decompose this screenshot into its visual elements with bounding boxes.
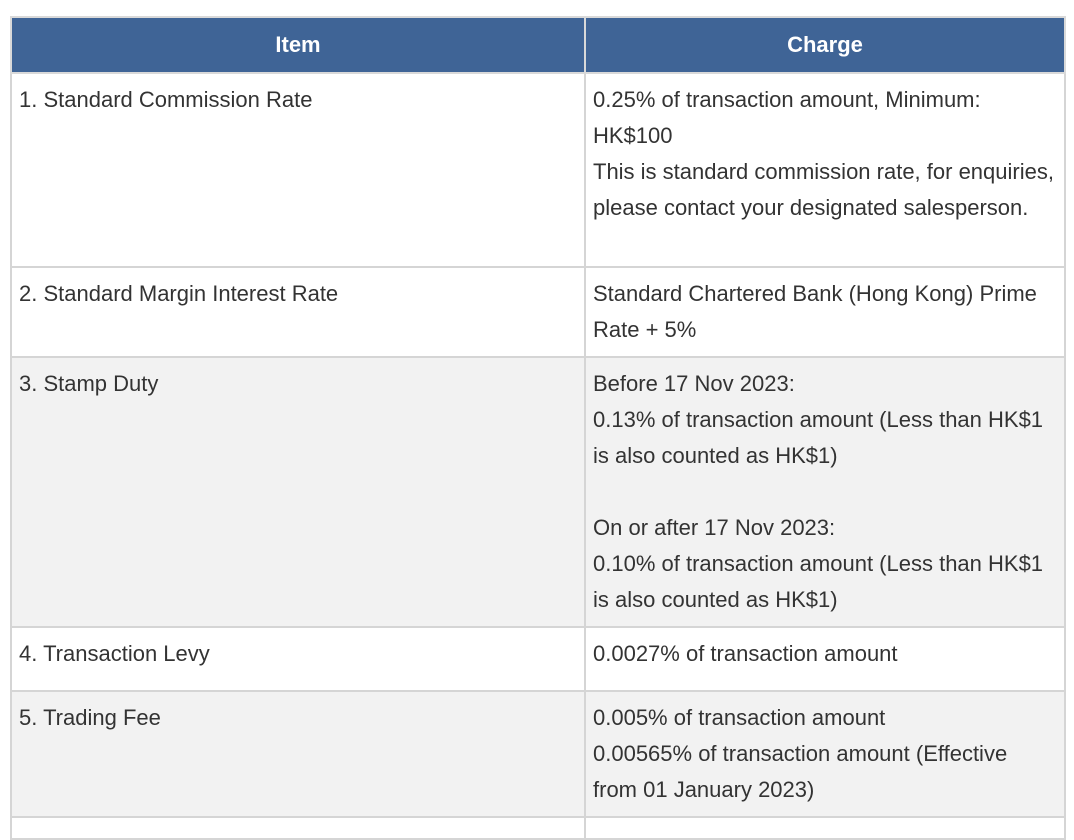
item-cell: 1. Standard Commission Rate [10, 72, 586, 268]
item-label: 2. Standard Margin Interest Rate [19, 281, 339, 306]
charge-text: 0.25% of transaction amount, Minimum: HK… [593, 87, 981, 148]
charge-text: 0.00565% of transaction amount (Effectiv… [593, 741, 1008, 802]
table-row: 4. Transaction Levy 0.0027% of transacti… [10, 626, 1066, 692]
charge-note: This is standard commission rate, for en… [593, 159, 1054, 220]
item-cell: 4. Transaction Levy [10, 626, 586, 692]
charge-text: 0.005% of transaction amount [593, 705, 886, 730]
fee-table: Item Charge 1. Standard Commission Rate … [10, 16, 1066, 840]
charge-heading: Before 17 Nov 2023: [593, 371, 795, 396]
item-label: 1. Standard Commission Rate [19, 87, 313, 112]
column-header-charge: Charge [584, 16, 1066, 74]
charge-cell: 0.005% of transaction amount 0.00565% of… [584, 690, 1066, 818]
charge-cell: 0.0027% of transaction amount [584, 626, 1066, 692]
charge-cell: Standard Chartered Bank (Hong Kong) Prim… [584, 266, 1066, 358]
item-label: 5. Trading Fee [19, 705, 161, 730]
charge-heading: On or after 17 Nov 2023: [593, 515, 836, 540]
table-header-row: Item Charge [10, 16, 1066, 74]
table-row: 1. Standard Commission Rate 0.25% of tra… [10, 72, 1066, 268]
item-cell: 3. Stamp Duty [10, 356, 586, 628]
charge-text: Standard Chartered Bank (Hong Kong) Prim… [593, 281, 1037, 342]
item-cell: 5. Trading Fee [10, 690, 586, 818]
charge-cell: Before 17 Nov 2023: 0.13% of transaction… [584, 356, 1066, 628]
charge-cell [584, 816, 1066, 840]
charge-text: 0.10% of transaction amount (Less than H… [593, 551, 1044, 612]
item-cell: 2. Standard Margin Interest Rate [10, 266, 586, 358]
charge-cell: 0.25% of transaction amount, Minimum: HK… [584, 72, 1066, 268]
table-row: 5. Trading Fee 0.005% of transaction amo… [10, 690, 1066, 818]
item-label: 3. Stamp Duty [19, 371, 159, 396]
table-row: 3. Stamp Duty Before 17 Nov 2023: 0.13% … [10, 356, 1066, 628]
item-cell [10, 816, 586, 840]
column-header-item: Item [10, 16, 586, 74]
charge-text: 0.13% of transaction amount (Less than H… [593, 407, 1044, 468]
table-row: 2. Standard Margin Interest Rate Standar… [10, 266, 1066, 358]
table-row-partial [10, 816, 1066, 840]
charge-text: 0.0027% of transaction amount [593, 641, 898, 666]
item-label: 4. Transaction Levy [19, 641, 210, 666]
paragraph-gap [593, 474, 1057, 510]
